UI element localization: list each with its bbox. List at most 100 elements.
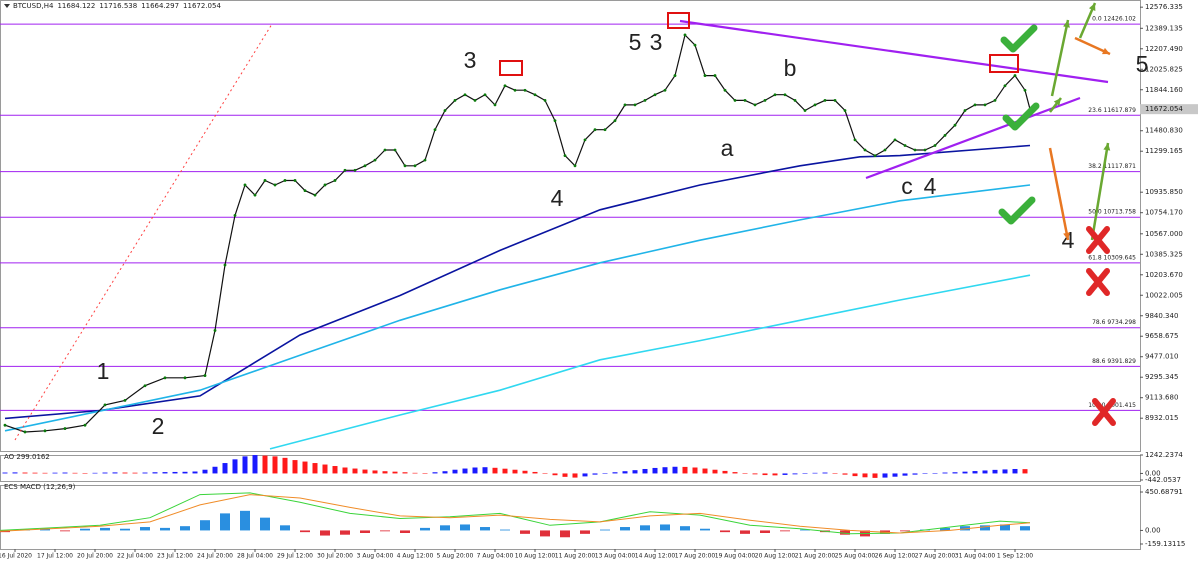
y-tick-label: 8932.015 (1145, 414, 1178, 422)
price-point (283, 179, 287, 182)
price-point (703, 74, 707, 77)
price-point (223, 263, 227, 267)
histogram-bar (580, 530, 590, 534)
histogram-bar (402, 472, 408, 474)
histogram-bar (652, 467, 658, 474)
histogram-bar (1000, 524, 1010, 531)
price-point (823, 98, 827, 102)
x-tick-label: 20 Aug 12:00 (755, 553, 796, 560)
price-point (803, 109, 807, 112)
y-tick-label: 10754.170 (1145, 209, 1183, 217)
histogram-bar (162, 472, 168, 474)
x-tick-label: 13 Aug 04:00 (595, 553, 636, 560)
y-tick-label: 12389.135 (1145, 24, 1183, 32)
arrow-shaft (1048, 147, 1070, 241)
histogram-bar (982, 470, 988, 474)
price-point (763, 98, 767, 102)
price-point (613, 119, 617, 123)
histogram-bar (912, 473, 918, 475)
x-tick-label: 29 Jul 12:00 (277, 553, 313, 560)
histogram-bar (32, 472, 38, 474)
histogram-bar (300, 530, 310, 533)
price-point (263, 179, 267, 182)
x-tick-label: 20 Jul 20:00 (77, 553, 113, 560)
price-point (623, 103, 627, 107)
price-point (663, 88, 667, 92)
histogram-bar (320, 530, 330, 536)
histogram-bar (852, 473, 858, 477)
x-tick-label: 23 Jul 12:00 (157, 553, 193, 560)
histogram-bar (372, 470, 378, 474)
y-tick-label: 12025.825 (1145, 65, 1183, 73)
histogram-bar (72, 472, 78, 474)
histogram-bar (472, 467, 478, 474)
price-point (363, 164, 367, 168)
price-point (653, 93, 657, 97)
histogram-bar (672, 466, 678, 474)
arrow-head (1088, 3, 1096, 11)
price-point (63, 427, 67, 430)
chart-header: BTCUSD,H4 11684.122 11716.538 11664.297 1167… (13, 2, 221, 10)
indicator-line (0, 494, 1031, 534)
histogram-bar (362, 469, 368, 474)
arrow-head (1103, 143, 1111, 151)
price-point (273, 183, 277, 187)
histogram-bar (980, 525, 990, 531)
price-point (633, 103, 637, 107)
y-tick-label: 10567.000 (1145, 230, 1183, 238)
histogram-bar (340, 530, 350, 535)
projection-line (14, 23, 273, 441)
price-point (373, 158, 377, 162)
price-point (313, 193, 317, 197)
price-point (753, 103, 757, 107)
x-tick-label: 7 Aug 04:00 (477, 553, 514, 560)
wave-label: 1 (97, 358, 110, 384)
arrow-head (1063, 20, 1070, 28)
price-point (343, 168, 347, 172)
histogram-bar (242, 456, 248, 474)
price-point (463, 93, 467, 97)
histogram-bar (232, 459, 238, 474)
y-tick-label: 10935.850 (1145, 188, 1183, 196)
histogram-bar (322, 464, 328, 474)
histogram-bar (82, 472, 88, 474)
histogram-bar (160, 527, 170, 531)
low: 11664.297 (141, 2, 179, 10)
histogram-bar (312, 463, 318, 474)
histogram-bar (832, 473, 838, 474)
x-tick-label: 4 Aug 12:00 (397, 553, 434, 560)
histogram-bar (602, 473, 608, 474)
histogram-bar (772, 473, 778, 476)
checkmark (1002, 102, 1040, 131)
histogram-bar (762, 473, 768, 476)
price-point (773, 93, 777, 97)
histogram-bar (140, 527, 150, 531)
price-line (4, 33, 1031, 433)
histogram-bar (922, 473, 928, 474)
histogram-bar (882, 473, 888, 478)
cross-mark (1086, 268, 1110, 296)
y-tick-label: 9113.680 (1145, 394, 1178, 402)
price-point (853, 138, 857, 142)
price-point (903, 144, 907, 147)
histogram-bar (680, 526, 690, 531)
high: 11716.538 (99, 2, 137, 10)
histogram-bar (240, 510, 250, 531)
y-tick-label: 0.00 (1145, 469, 1161, 477)
menu-icon[interactable] (4, 4, 10, 8)
histogram-bar (642, 468, 648, 474)
price-point (643, 98, 647, 102)
price-point (403, 164, 407, 168)
price-point (413, 164, 417, 168)
x-tick-label: 1 Sep 12:00 (997, 553, 1033, 560)
wave-label: 4 (551, 185, 564, 211)
histogram-bar (380, 530, 390, 532)
y-tick-label: 11299.165 (1145, 147, 1183, 155)
histogram-bar (142, 472, 148, 474)
symbol: BTCUSD,H4 (13, 2, 54, 10)
price-point (743, 98, 747, 102)
histogram-bar (102, 472, 108, 474)
histogram-bar (262, 455, 268, 474)
histogram-bar (212, 466, 218, 474)
